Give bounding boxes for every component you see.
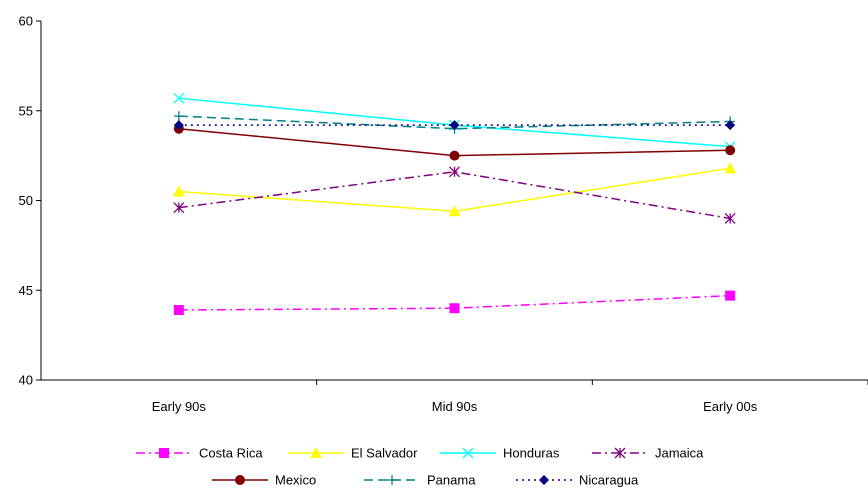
x-tick-label: Mid 90s	[432, 399, 478, 414]
legend-marker	[614, 447, 626, 459]
legend-label: Mexico	[275, 473, 316, 488]
x-tick-label: Early 90s	[152, 399, 207, 414]
legend-item-jamaica: Jamaica	[592, 446, 704, 461]
data-point-el-salvador	[724, 162, 737, 174]
legend-item-el-salvador: El Salvador	[288, 446, 418, 461]
y-tick-label: 60	[19, 14, 33, 29]
data-point-costa-rica	[173, 304, 184, 315]
legend-marker	[159, 448, 169, 458]
data-point-costa-rica	[725, 290, 736, 301]
legend-label: Honduras	[503, 446, 560, 461]
legend-marker	[462, 447, 474, 459]
data-point-costa-rica	[449, 303, 460, 314]
series-layer	[172, 92, 737, 315]
legend-item-mexico: Mexico	[212, 473, 316, 488]
data-point-el-salvador	[448, 205, 461, 217]
legend-marker	[235, 475, 245, 485]
legend-item-costa-rica: Costa Rica	[136, 446, 263, 461]
series-line-jamaica	[178, 171, 731, 220]
y-tick-label: 45	[19, 283, 33, 298]
series-line-costa-rica	[178, 294, 731, 311]
legend-item-panama: Panama	[364, 473, 476, 488]
y-tick-label: 50	[19, 193, 33, 208]
data-point-panama	[173, 111, 184, 122]
legend-item-honduras: Honduras	[440, 446, 560, 461]
legend-label: El Salvador	[351, 446, 418, 461]
axes: 40 45 50 55 60 Early 90s Mid 90s Early 00s	[19, 14, 868, 414]
legend: Costa Rica El Salvador Honduras Jamaica Mexi…	[136, 446, 704, 488]
data-point-jamaica	[173, 202, 185, 214]
series-el-salvador	[172, 162, 737, 217]
data-point-nicaragua	[725, 120, 736, 131]
series-jamaica	[173, 166, 736, 224]
legend-marker	[539, 475, 549, 485]
x-tick-label: Early 00s	[703, 399, 758, 414]
data-point-mexico	[449, 150, 460, 161]
legend-label: Costa Rica	[199, 446, 263, 461]
data-point-jamaica	[449, 166, 460, 178]
legend-item-nicaragua: Nicaragua	[516, 473, 639, 488]
series-costa-rica	[173, 290, 736, 315]
data-point-jamaica	[724, 212, 736, 224]
legend-label: Panama	[427, 473, 476, 488]
legend-marker	[310, 447, 322, 458]
data-point-honduras	[173, 92, 185, 104]
data-point-nicaragua	[449, 120, 460, 131]
series-nicaragua	[173, 120, 736, 131]
y-tick-label: 55	[19, 103, 33, 118]
legend-label: Jamaica	[655, 446, 704, 461]
data-point-nicaragua	[173, 120, 184, 131]
data-point-el-salvador	[172, 185, 185, 197]
legend-label: Nicaragua	[579, 473, 639, 488]
series-mexico	[173, 123, 736, 161]
series-line-panama	[178, 115, 731, 130]
y-tick-label: 40	[19, 373, 33, 388]
data-point-mexico	[725, 145, 736, 156]
legend-marker	[387, 475, 397, 485]
